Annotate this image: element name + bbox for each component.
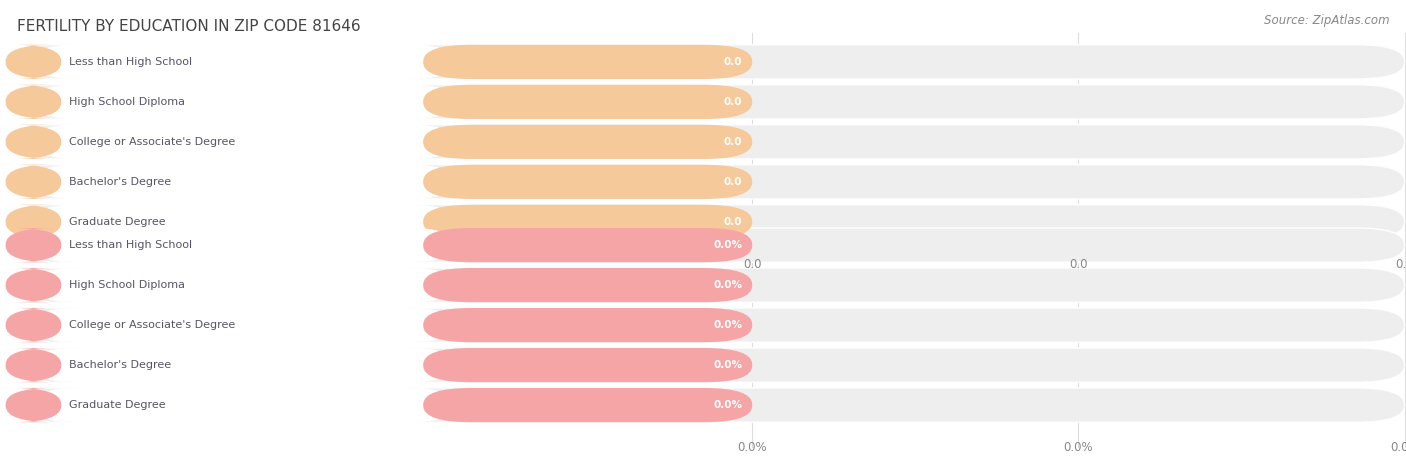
Text: Source: ZipAtlas.com: Source: ZipAtlas.com bbox=[1264, 14, 1389, 27]
FancyBboxPatch shape bbox=[34, 308, 454, 342]
FancyBboxPatch shape bbox=[6, 388, 1405, 422]
FancyBboxPatch shape bbox=[423, 45, 752, 79]
Text: 0.0: 0.0 bbox=[742, 258, 762, 271]
FancyBboxPatch shape bbox=[6, 268, 62, 302]
Text: Less than High School: Less than High School bbox=[69, 57, 191, 67]
FancyBboxPatch shape bbox=[6, 45, 1405, 79]
FancyBboxPatch shape bbox=[34, 388, 454, 422]
Text: Bachelor's Degree: Bachelor's Degree bbox=[69, 360, 170, 370]
Text: 0.0%: 0.0% bbox=[713, 280, 742, 290]
Text: Less than High School: Less than High School bbox=[69, 240, 191, 250]
FancyBboxPatch shape bbox=[423, 228, 752, 262]
FancyBboxPatch shape bbox=[6, 205, 1405, 239]
FancyBboxPatch shape bbox=[6, 205, 62, 239]
FancyBboxPatch shape bbox=[6, 85, 62, 119]
FancyBboxPatch shape bbox=[423, 308, 752, 342]
Text: Graduate Degree: Graduate Degree bbox=[69, 217, 166, 227]
FancyBboxPatch shape bbox=[34, 348, 454, 382]
Text: 0.0%: 0.0% bbox=[1389, 441, 1406, 454]
FancyBboxPatch shape bbox=[6, 308, 62, 342]
Text: 0.0: 0.0 bbox=[724, 57, 742, 67]
Text: 0.0: 0.0 bbox=[724, 137, 742, 147]
FancyBboxPatch shape bbox=[6, 228, 1405, 262]
FancyBboxPatch shape bbox=[6, 125, 1405, 159]
FancyBboxPatch shape bbox=[6, 308, 1405, 342]
FancyBboxPatch shape bbox=[6, 165, 62, 199]
Text: 0.0%: 0.0% bbox=[713, 320, 742, 330]
FancyBboxPatch shape bbox=[34, 165, 454, 199]
Text: High School Diploma: High School Diploma bbox=[69, 280, 184, 290]
FancyBboxPatch shape bbox=[6, 348, 62, 382]
FancyBboxPatch shape bbox=[423, 125, 752, 159]
FancyBboxPatch shape bbox=[34, 85, 454, 119]
Text: 0.0: 0.0 bbox=[724, 97, 742, 107]
Text: Bachelor's Degree: Bachelor's Degree bbox=[69, 177, 170, 187]
FancyBboxPatch shape bbox=[6, 165, 1405, 199]
Text: 0.0%: 0.0% bbox=[737, 441, 768, 454]
FancyBboxPatch shape bbox=[34, 228, 454, 262]
Text: 0.0: 0.0 bbox=[724, 177, 742, 187]
FancyBboxPatch shape bbox=[6, 388, 62, 422]
FancyBboxPatch shape bbox=[6, 85, 1405, 119]
Text: FERTILITY BY EDUCATION IN ZIP CODE 81646: FERTILITY BY EDUCATION IN ZIP CODE 81646 bbox=[17, 19, 360, 34]
Text: 0.0: 0.0 bbox=[724, 217, 742, 227]
FancyBboxPatch shape bbox=[423, 165, 752, 199]
Text: 0.0: 0.0 bbox=[1395, 258, 1406, 271]
FancyBboxPatch shape bbox=[34, 268, 454, 302]
Text: College or Associate's Degree: College or Associate's Degree bbox=[69, 320, 235, 330]
FancyBboxPatch shape bbox=[34, 125, 454, 159]
FancyBboxPatch shape bbox=[6, 268, 1405, 302]
Text: 0.0%: 0.0% bbox=[713, 360, 742, 370]
FancyBboxPatch shape bbox=[6, 228, 62, 262]
FancyBboxPatch shape bbox=[423, 85, 752, 119]
FancyBboxPatch shape bbox=[423, 388, 752, 422]
Text: Graduate Degree: Graduate Degree bbox=[69, 400, 166, 410]
Text: 0.0%: 0.0% bbox=[713, 240, 742, 250]
Text: 0.0: 0.0 bbox=[1069, 258, 1088, 271]
FancyBboxPatch shape bbox=[34, 45, 454, 79]
Text: 0.0%: 0.0% bbox=[1063, 441, 1094, 454]
FancyBboxPatch shape bbox=[34, 205, 454, 239]
FancyBboxPatch shape bbox=[6, 348, 1405, 382]
FancyBboxPatch shape bbox=[423, 348, 752, 382]
FancyBboxPatch shape bbox=[423, 205, 752, 239]
FancyBboxPatch shape bbox=[423, 268, 752, 302]
Text: 0.0%: 0.0% bbox=[713, 400, 742, 410]
FancyBboxPatch shape bbox=[6, 125, 62, 159]
FancyBboxPatch shape bbox=[6, 45, 62, 79]
Text: College or Associate's Degree: College or Associate's Degree bbox=[69, 137, 235, 147]
Text: High School Diploma: High School Diploma bbox=[69, 97, 184, 107]
